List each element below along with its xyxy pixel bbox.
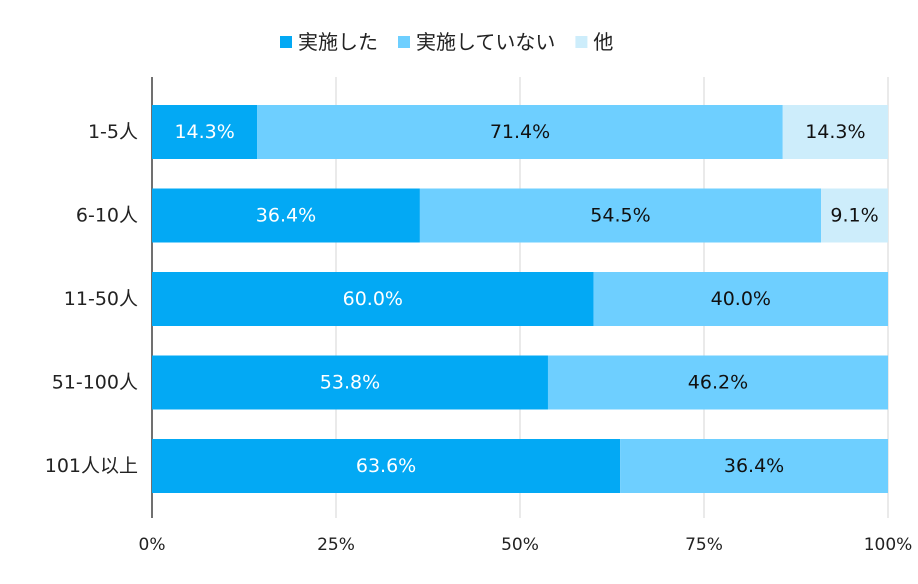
category-label: 101人以上 xyxy=(45,455,138,477)
data-label: 40.0% xyxy=(711,288,771,310)
bar-segment xyxy=(152,188,420,243)
category-label: 1-5人 xyxy=(88,121,138,143)
x-tick-label: 100% xyxy=(864,535,913,555)
category-labels: 1-5人 6-10人 11-50人 51-100人 101人以上 xyxy=(45,121,138,477)
bar-segment xyxy=(257,105,783,159)
data-label: 46.2% xyxy=(688,372,748,394)
bar-segment xyxy=(419,188,822,243)
bar-segment xyxy=(152,105,258,159)
x-tick-label: 75% xyxy=(685,535,723,555)
data-label: 14.3% xyxy=(174,121,234,143)
bar-segment xyxy=(152,355,548,410)
x-tick-labels: 0% 25% 50% 75% 100% xyxy=(139,535,913,555)
bar-segment xyxy=(782,105,888,159)
x-tick-label: 0% xyxy=(139,535,166,555)
legend-label: 実施した xyxy=(298,30,378,54)
x-tick-label: 25% xyxy=(317,535,355,555)
legend-swatch xyxy=(398,36,410,48)
category-label: 6-10人 xyxy=(76,205,138,227)
legend-swatch xyxy=(280,36,292,48)
data-label: 36.4% xyxy=(256,205,316,227)
bars xyxy=(152,105,888,493)
data-label: 63.6% xyxy=(356,455,416,477)
data-label: 53.8% xyxy=(320,372,380,394)
data-label: 14.3% xyxy=(805,121,865,143)
legend-label: 他 xyxy=(593,30,613,54)
bar-segment xyxy=(620,439,888,493)
bar-segment xyxy=(152,439,621,493)
data-label: 54.5% xyxy=(590,205,650,227)
bar-segment xyxy=(821,188,888,243)
legend-label: 実施していない xyxy=(416,30,555,54)
bar-segment xyxy=(593,272,888,326)
data-label: 60.0% xyxy=(343,288,403,310)
category-label: 11-50人 xyxy=(64,288,138,310)
legend-swatch xyxy=(575,36,588,48)
data-label: 36.4% xyxy=(724,455,784,477)
legend: 実施した 実施していない 他 xyxy=(280,30,613,54)
bar-segment xyxy=(152,272,594,326)
category-label: 51-100人 xyxy=(52,372,138,394)
x-tick-label: 50% xyxy=(501,535,539,555)
bar-segment xyxy=(547,355,888,410)
data-label: 9.1% xyxy=(830,205,878,227)
data-label: 71.4% xyxy=(490,121,550,143)
data-labels: 14.3% 71.4% 14.3% 36.4% 54.5% 9.1% 60.0% 40.0% 5… xyxy=(174,121,878,477)
